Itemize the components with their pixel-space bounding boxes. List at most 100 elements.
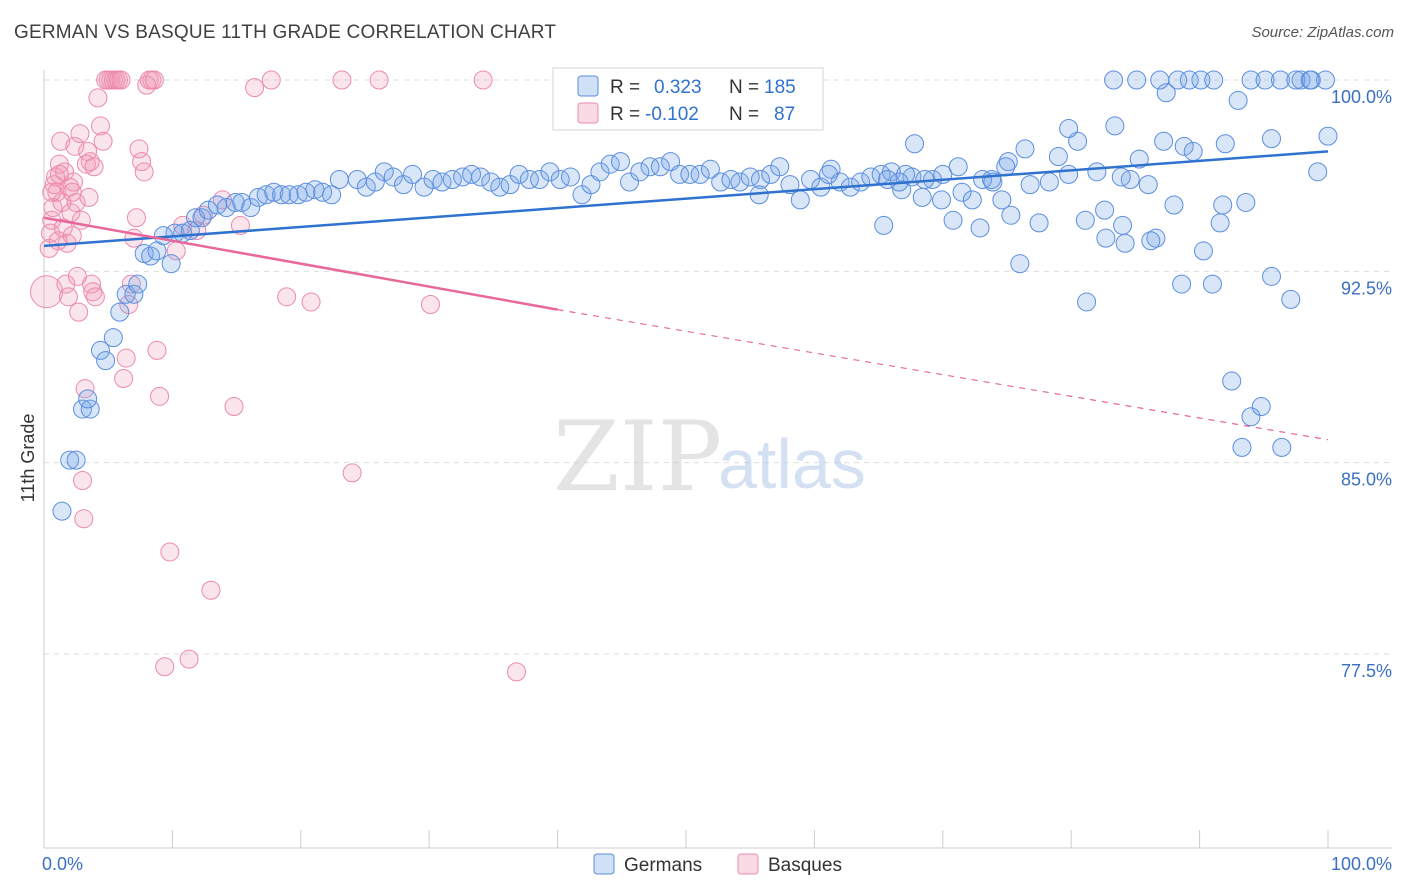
- german-point: [750, 169, 770, 189]
- german-point: [1020, 175, 1040, 195]
- german-point: [952, 182, 972, 202]
- basque-point: [473, 70, 493, 90]
- german-point: [78, 389, 98, 409]
- german-point: [948, 157, 968, 177]
- german-point: [1127, 70, 1147, 90]
- german-point: [1001, 205, 1021, 225]
- german-point: [1150, 70, 1170, 90]
- basque-point: [30, 275, 64, 309]
- german-point: [1179, 70, 1199, 90]
- german-point: [1156, 83, 1176, 103]
- german-point: [192, 208, 212, 228]
- legend-germans-label: Germans: [624, 855, 702, 876]
- german-point: [1141, 231, 1161, 251]
- german-point: [241, 198, 261, 218]
- german-point: [322, 185, 342, 205]
- german-point: [1272, 437, 1292, 457]
- german-point: [1096, 228, 1116, 248]
- german-point: [1129, 149, 1149, 169]
- legend-german-swatch: [577, 75, 599, 97]
- german-point: [540, 162, 560, 182]
- basque-point: [150, 386, 170, 406]
- basque-point: [58, 287, 78, 307]
- basque-point: [144, 70, 164, 90]
- german-point: [110, 302, 130, 322]
- basque-point: [93, 131, 113, 151]
- german-point: [530, 169, 550, 189]
- german-point: [519, 169, 539, 189]
- german-point: [819, 164, 839, 184]
- basque-point: [126, 208, 146, 228]
- german-point: [1111, 167, 1131, 187]
- german-point: [1315, 70, 1335, 90]
- basque-point: [49, 164, 69, 184]
- german-point: [90, 340, 110, 360]
- german-point: [1075, 210, 1095, 230]
- german-point: [374, 162, 394, 182]
- german-point: [790, 190, 810, 210]
- german-point: [1204, 70, 1224, 90]
- german-point: [1286, 70, 1306, 90]
- german-point: [481, 172, 501, 192]
- german-point: [73, 399, 93, 419]
- basque-point: [116, 348, 136, 368]
- german-point: [1236, 192, 1256, 212]
- basque-point: [88, 88, 108, 108]
- german-point: [1104, 70, 1124, 90]
- german-point: [560, 167, 580, 187]
- basque-point: [332, 70, 352, 90]
- german-point: [124, 284, 144, 304]
- axes: [43, 70, 1392, 849]
- german-point: [1262, 129, 1282, 149]
- german-point: [892, 180, 912, 200]
- basque-point: [69, 302, 89, 322]
- basque-point: [245, 78, 265, 98]
- german-point: [932, 190, 952, 210]
- german-point: [1270, 70, 1290, 90]
- legend-basques-swatch: [737, 853, 759, 875]
- german-point: [128, 274, 148, 294]
- basque-point: [51, 131, 71, 151]
- german-point: [161, 254, 181, 274]
- basque-point: [342, 463, 362, 483]
- correlation-legend: R = 0.323 N = 185 R = -0.102 N = 87: [552, 67, 824, 131]
- y-axis-tick-labels: 100.0% 92.5% 85.0% 77.5%: [1331, 87, 1392, 681]
- basque-point: [224, 397, 244, 417]
- basque-point: [201, 580, 221, 600]
- x-tick-label-max: 100.0%: [1331, 854, 1392, 874]
- basque-point: [56, 274, 76, 294]
- german-point: [216, 198, 236, 218]
- german-point: [1029, 213, 1049, 233]
- basque-point: [147, 340, 167, 360]
- german-point: [1241, 407, 1261, 427]
- german-point: [1138, 175, 1158, 195]
- basque-point: [66, 192, 86, 212]
- y-tick-label: 85.0%: [1341, 470, 1392, 490]
- german-point: [630, 162, 650, 182]
- german-point: [1164, 195, 1184, 215]
- legend-basque-swatch: [577, 102, 599, 124]
- german-point: [1039, 172, 1059, 192]
- german-point: [1115, 233, 1135, 253]
- german-point: [60, 450, 80, 470]
- german-point: [670, 164, 690, 184]
- german-point: [1241, 70, 1261, 90]
- basque-point: [507, 662, 527, 682]
- basque-point: [261, 70, 281, 90]
- basque-point: [82, 274, 102, 294]
- german-point: [141, 246, 161, 266]
- german-point: [1010, 254, 1030, 274]
- basque-point: [84, 157, 104, 177]
- german-point: [962, 190, 982, 210]
- german-point: [590, 162, 610, 182]
- german-point: [680, 164, 700, 184]
- german-point: [1213, 195, 1233, 215]
- basque-point: [179, 649, 199, 669]
- chart-title: GERMAN VS BASQUE 11TH GRADE CORRELATION …: [14, 22, 557, 43]
- german-point: [225, 192, 245, 212]
- legend-basque-r-value: -0.102: [645, 104, 699, 125]
- german-point: [248, 187, 268, 207]
- basque-point: [80, 152, 100, 172]
- german-point: [383, 167, 403, 187]
- german-point: [256, 185, 276, 205]
